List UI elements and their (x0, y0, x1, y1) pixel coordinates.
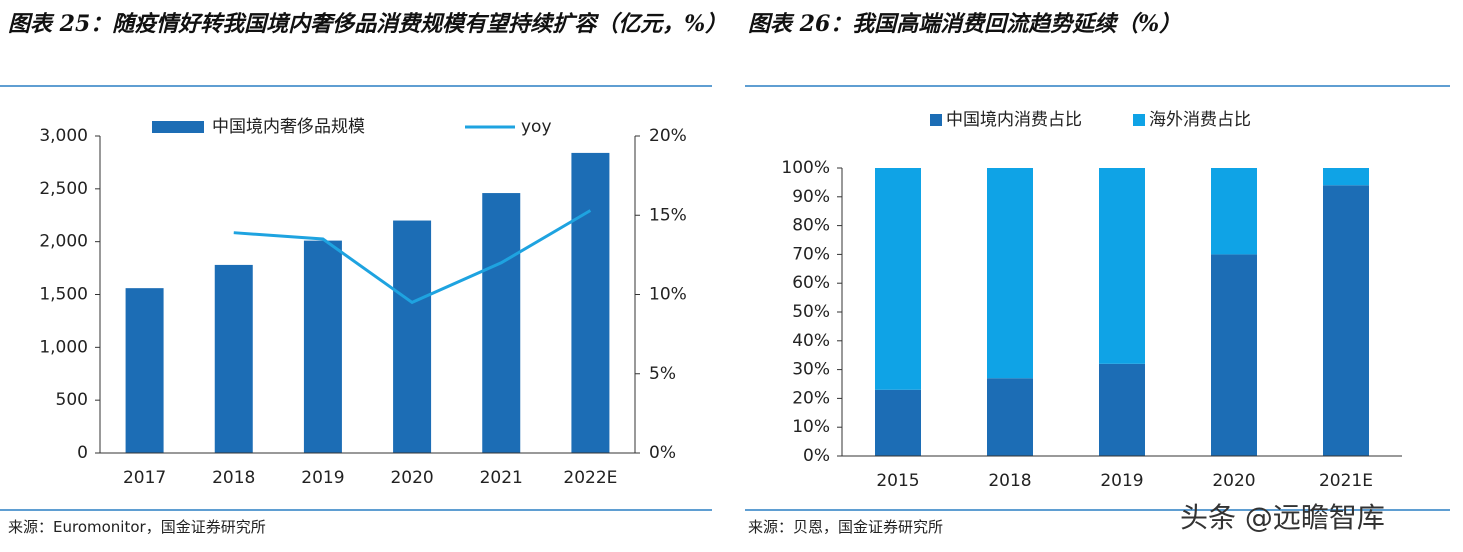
y-tick-label: 20% (792, 388, 830, 408)
x-tick-label: 2021 (480, 468, 523, 488)
legend-label: 中国境内消费占比 (946, 110, 1082, 130)
bar (1323, 168, 1369, 186)
legend-label: 海外消费占比 (1149, 110, 1251, 130)
y-tick-label: 0% (803, 446, 830, 466)
bar (1323, 185, 1369, 456)
bar (987, 378, 1033, 456)
bar (125, 288, 164, 453)
x-tick-label: 2022E (563, 468, 617, 488)
watermark: 头条 @远瞻智库 (1180, 501, 1385, 534)
x-tick-label: 2017 (123, 468, 166, 488)
x-tick-label: 2021E (1319, 471, 1373, 491)
bar (571, 152, 610, 453)
legend-label: 中国境内奢侈品规模 (212, 117, 365, 137)
x-tick-label: 2015 (876, 471, 919, 491)
bar (1099, 363, 1145, 456)
x-tick-label: 2018 (212, 468, 255, 488)
source: 来源：贝恩，国金证券研究所 (748, 518, 944, 536)
bar (482, 193, 521, 453)
y-tick-label: 1,500 (39, 285, 88, 305)
source: 来源：Euromonitor，国金证券研究所 (8, 518, 266, 536)
y-tick-label: 40% (792, 331, 830, 351)
legend-label: yoy (521, 117, 552, 137)
bar (1211, 254, 1257, 456)
y-tick-label: 70% (792, 244, 830, 264)
x-tick-label: 2020 (1212, 471, 1255, 491)
bar (303, 240, 342, 453)
y-tick-label: 90% (792, 187, 830, 207)
x-tick-label: 2019 (1100, 471, 1143, 491)
y-tick-label: 500 (56, 390, 88, 410)
y2-tick-label: 0% (649, 443, 676, 463)
bar (1099, 168, 1145, 364)
legend-swatch (1133, 114, 1145, 126)
bar (875, 389, 921, 456)
line (233, 209, 592, 305)
y-tick-label: 2,000 (39, 232, 88, 252)
bar (1211, 168, 1257, 255)
bar (393, 220, 432, 453)
bar (875, 168, 921, 390)
x-tick-label: 2020 (390, 468, 433, 488)
y2-tick-label: 10% (649, 285, 687, 305)
y-tick-label: 10% (792, 417, 830, 437)
bar (987, 168, 1033, 379)
y-tick-label: 1,000 (39, 337, 88, 357)
y-tick-label: 0 (77, 443, 88, 463)
y-tick-label: 80% (792, 216, 830, 236)
bar (214, 264, 253, 453)
y-tick-label: 2,500 (39, 179, 88, 199)
legend-swatch (152, 121, 204, 133)
chart-title: 图表 25：随疫情好转我国境内奢侈品消费规模有望持续扩容（亿元，%） (8, 11, 728, 37)
y2-tick-label: 5% (649, 364, 676, 384)
y-tick-label: 3,000 (39, 126, 88, 146)
legend-swatch (930, 114, 942, 126)
y-tick-label: 30% (792, 360, 830, 380)
y-tick-label: 100% (781, 158, 830, 178)
x-tick-label: 2018 (988, 471, 1031, 491)
y-tick-label: 50% (792, 302, 830, 322)
y-tick-label: 60% (792, 273, 830, 293)
x-tick-label: 2019 (301, 468, 344, 488)
y2-tick-label: 20% (649, 126, 687, 146)
chart-title: 图表 26：我国高端消费回流趋势延续（%） (748, 11, 1182, 37)
y2-tick-label: 15% (649, 205, 687, 225)
